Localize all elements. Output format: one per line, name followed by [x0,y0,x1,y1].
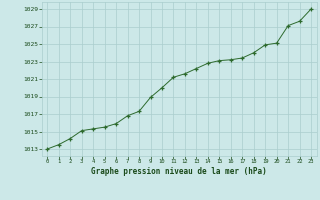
X-axis label: Graphe pression niveau de la mer (hPa): Graphe pression niveau de la mer (hPa) [91,167,267,176]
